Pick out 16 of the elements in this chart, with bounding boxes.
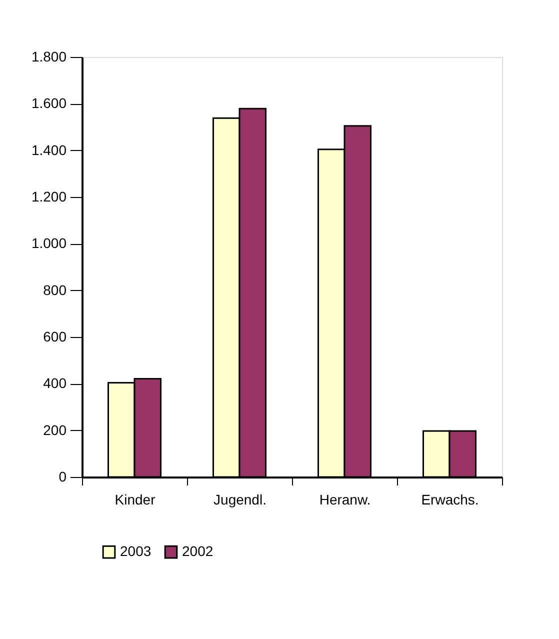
y-tick-label: 600 [43,328,67,344]
x-tick-label: Erwachs. [421,492,479,508]
y-tick-label: 0 [58,468,67,484]
y-tick-label: 1.800 [31,48,67,64]
x-tick-label: Heranw. [319,492,371,508]
y-tick-label: 400 [43,375,67,392]
y-tick-label: 1.000 [31,235,67,252]
y-tick-label: 1.400 [31,142,67,158]
legend-label: 2002 [182,543,214,560]
legend-label: 2003 [120,543,152,560]
y-tick-label: 200 [43,422,67,438]
y-tick-label: 1.200 [31,188,67,204]
y-tick-label: 800 [43,282,67,298]
x-tick-label: Kinder [114,492,156,508]
y-tick-label: 1.600 [31,95,67,112]
x-tick-label: Jugendl. [214,492,266,508]
